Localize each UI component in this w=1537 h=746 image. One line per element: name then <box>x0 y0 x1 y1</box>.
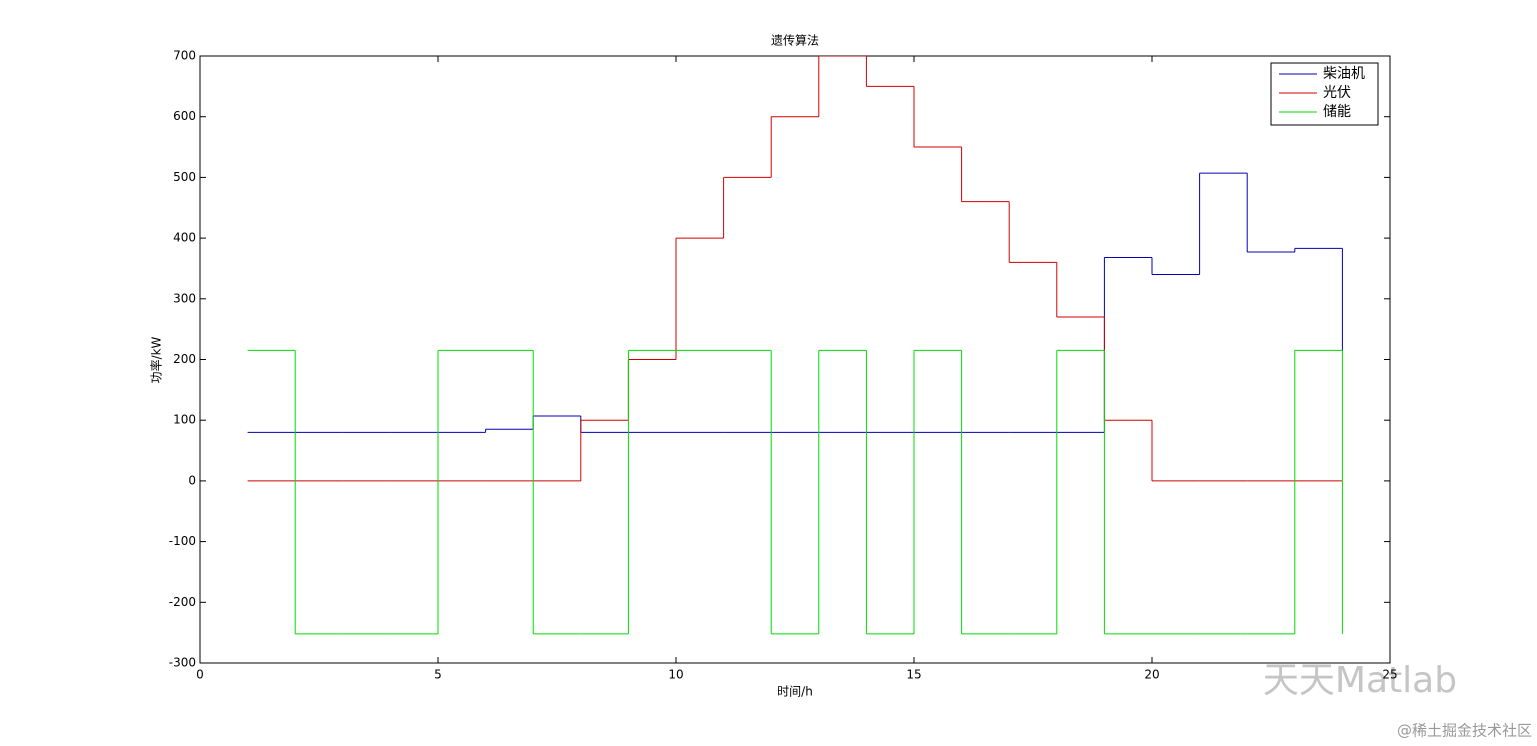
y-tick-label: 300 <box>173 291 196 305</box>
x-tick-label: 10 <box>668 668 683 682</box>
legend-box <box>1270 62 1379 126</box>
y-tick-label: -300 <box>169 656 196 670</box>
watermark: @稀土掘金技术社区 <box>1397 722 1532 740</box>
y-tick-label: 200 <box>173 352 196 366</box>
y-tick-label: -100 <box>169 534 196 548</box>
legend-label: 光伏 <box>1323 85 1351 101</box>
y-axis-label: 功率/kW <box>149 336 164 383</box>
y-tick-label: -200 <box>169 595 196 609</box>
x-tick-label: 15 <box>906 668 921 682</box>
x-tick-label: 25 <box>1382 668 1397 682</box>
y-tick-label: 0 <box>188 473 196 487</box>
watermark: 天天Matlab <box>1263 660 1457 701</box>
y-tick-label: 400 <box>173 231 196 245</box>
x-tick-label: 5 <box>434 668 442 682</box>
y-tick-label: 700 <box>173 49 196 63</box>
x-axis-label: 时间/h <box>777 685 813 699</box>
axes-box <box>199 55 1391 664</box>
chart-title: 遗传算法 <box>771 33 819 48</box>
y-tick-label: 600 <box>173 109 196 123</box>
x-tick-label: 20 <box>1144 668 1159 682</box>
y-tick-label: 100 <box>173 413 196 427</box>
x-tick-label: 0 <box>196 668 204 682</box>
y-tick-label: 500 <box>173 170 196 184</box>
legend-label: 储能 <box>1323 104 1351 120</box>
legend-label: 柴油机 <box>1323 66 1365 82</box>
